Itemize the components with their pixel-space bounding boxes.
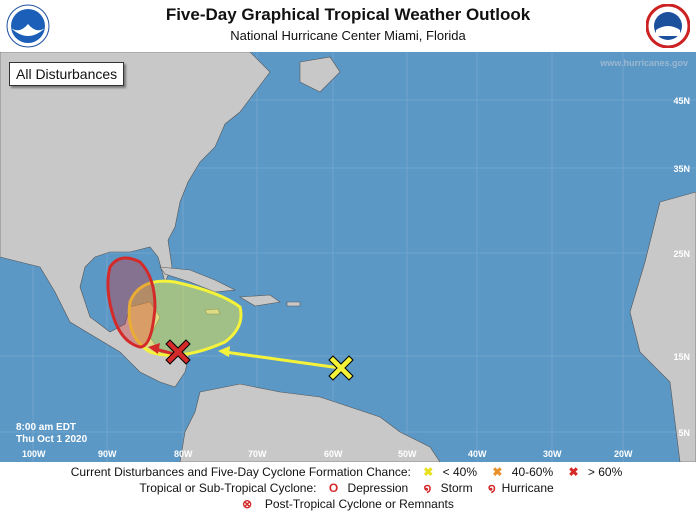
website-url: www.hurricanes.gov — [600, 58, 688, 68]
post-tropical-icon: ⊗ — [242, 497, 253, 511]
map — [0, 52, 696, 462]
nws-logo — [646, 4, 690, 48]
lat-label: 45N — [673, 96, 690, 106]
noaa-logo — [6, 4, 50, 48]
puerto-rico — [286, 301, 301, 307]
africa — [629, 191, 696, 462]
legend-medium: 40-60% — [511, 465, 554, 479]
x-icon: ✖ — [492, 465, 503, 479]
land — [0, 52, 696, 462]
x-icon: ✖ — [568, 465, 579, 479]
legend-hurricane: Hurricane — [501, 481, 554, 495]
lat-label: 35N — [673, 164, 690, 174]
lon-label: 80W — [174, 449, 193, 459]
lon-label: 100W — [22, 449, 46, 459]
newfoundland — [299, 56, 341, 93]
depression-icon: O — [328, 481, 339, 495]
lon-label: 20W — [614, 449, 633, 459]
low-chance-area — [127, 279, 243, 357]
lon-label: 70W — [248, 449, 267, 459]
legend-post-tropical: Post-Tropical Cyclone or Remnants — [264, 497, 454, 511]
legend: Current Disturbances and Five-Day Cyclon… — [0, 462, 696, 514]
legend-cyclone-label: Tropical or Sub-Tropical Cyclone: — [139, 481, 317, 495]
legend-depression: Depression — [347, 481, 409, 495]
lat-label: 5N — [678, 428, 690, 438]
legend-low: < 40% — [442, 465, 478, 479]
hurricane-icon: ໑ — [487, 481, 496, 495]
cuba — [159, 266, 237, 293]
legend-high: > 60% — [587, 465, 623, 479]
legend-formation-label: Current Disturbances and Five-Day Cyclon… — [70, 465, 411, 479]
all-disturbances-label: All Disturbances — [9, 62, 125, 86]
lon-label: 90W — [98, 449, 117, 459]
legend-storm: Storm — [440, 481, 473, 495]
x-icon[interactable] — [165, 339, 191, 365]
page-title: Five-Day Graphical Tropical Weather Outl… — [165, 5, 531, 24]
lon-label: 40W — [468, 449, 487, 459]
south-america — [179, 383, 441, 462]
lon-label: 50W — [398, 449, 417, 459]
high-chance-area — [106, 256, 157, 349]
low-chance-track — [224, 350, 341, 370]
header: Five-Day Graphical Tropical Weather Outl… — [0, 0, 696, 52]
disturbance-areas — [106, 256, 341, 370]
storm-icon: ໑ — [423, 481, 432, 495]
lon-label: 60W — [324, 449, 343, 459]
lat-label: 15N — [673, 352, 690, 362]
timestamp-date: Thu Oct 1 2020 — [16, 434, 88, 445]
north-america — [0, 52, 271, 388]
x-icon[interactable] — [328, 355, 354, 381]
lon-label: 30W — [543, 449, 562, 459]
lat-label: 25N — [673, 249, 690, 259]
hispaniola — [239, 294, 281, 307]
timestamp-time: 8:00 am EDT — [16, 422, 77, 433]
jamaica — [204, 308, 221, 315]
x-icon: ✖ — [423, 465, 434, 479]
page-subtitle: National Hurricane Center Miami, Florida — [230, 28, 466, 43]
